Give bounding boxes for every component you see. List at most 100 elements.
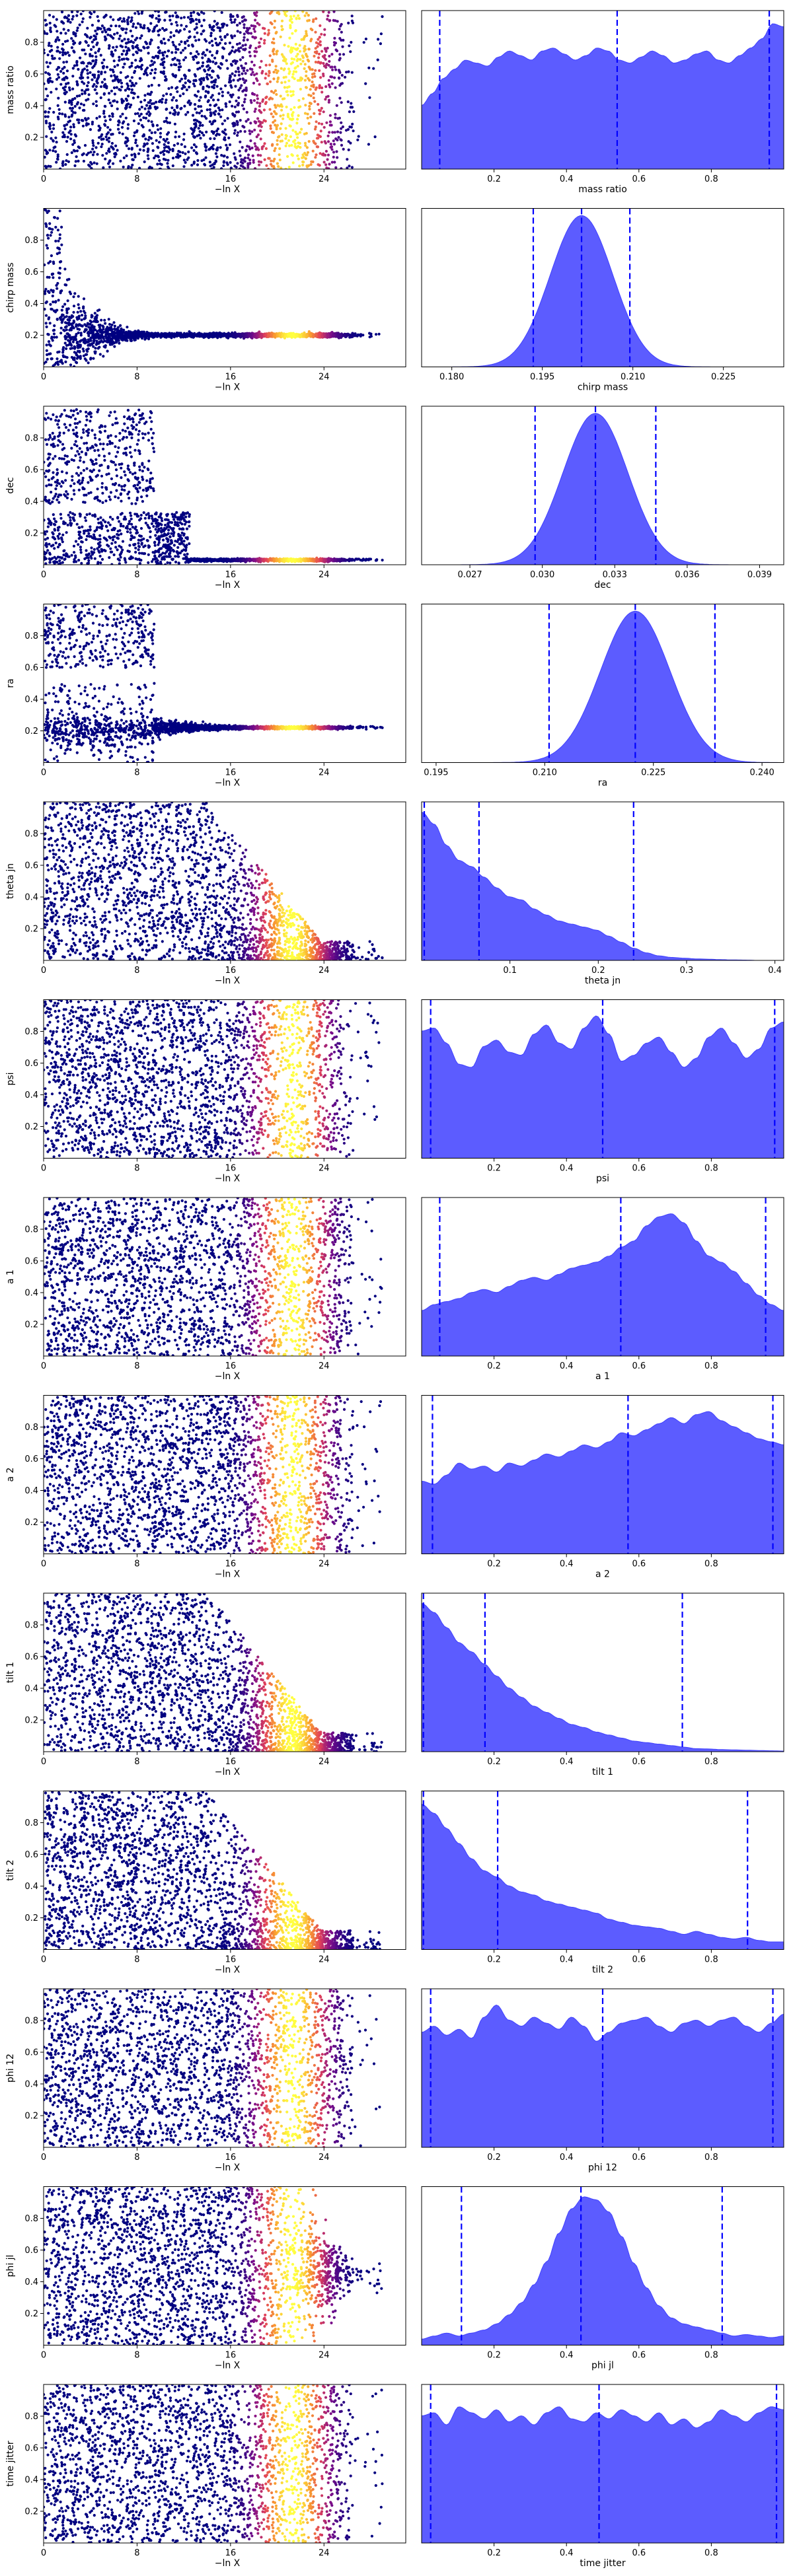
trace-point [79,546,82,549]
trace-point [61,362,64,365]
trace-point [289,90,292,93]
trace-point [59,167,62,169]
trace-point [159,127,163,130]
trace-point [130,103,133,106]
trace-point [46,290,50,293]
trace-point [139,100,143,104]
trace-point [163,143,166,146]
trace-point [346,158,349,161]
trace-point [88,164,91,168]
trace-point [253,128,256,131]
trace-point [267,28,270,32]
trace-point [107,318,110,321]
trace-point [137,65,141,69]
trace-point [334,68,338,71]
trace-point [186,110,190,114]
trace-point [223,138,227,141]
trace-point [336,130,340,133]
trace-point [146,154,149,157]
trace-point [90,162,93,166]
trace-point [341,125,345,129]
trace-point [126,84,130,88]
trace-point [259,129,262,132]
trace-point [342,53,346,56]
trace-point [67,81,70,85]
trace-point [159,131,162,135]
trace-point [67,513,70,517]
trace-point [75,61,79,64]
trace-point [95,104,98,108]
trace-point [110,141,114,145]
trace-xtick-label: 0 [41,373,46,382]
trace-point [89,326,92,330]
trace-point [75,14,79,17]
trace-point [184,161,187,164]
trace-point [236,123,239,126]
trace-point [136,22,139,25]
trace-point [65,159,68,162]
trace-point [50,254,53,258]
trace-point [54,40,57,43]
trace-point [287,165,291,169]
trace-point [231,104,234,108]
trace-point [266,82,269,86]
trace-point [291,118,295,121]
trace-point [90,343,94,346]
trace-point [179,51,182,54]
trace-point [191,114,195,117]
trace-point [238,149,241,153]
trace-point [108,159,112,162]
trace-point [110,323,114,326]
trace-point [345,71,348,74]
trace-point [96,330,99,333]
trace-point [110,341,114,344]
trace-point [94,51,97,54]
trace-point [180,17,183,20]
trace-point [252,73,256,77]
trace-point [48,149,52,152]
trace-point [134,330,137,334]
trace-point [88,61,91,65]
trace-point [324,50,328,53]
trace-point [83,341,87,345]
trace-point [126,20,130,24]
trace-point [120,85,124,89]
trace-point [307,330,311,334]
trace-point [126,123,130,126]
trace-point [310,160,313,163]
trace-point [235,334,239,337]
trace-point [221,94,224,98]
trace-point [328,120,332,124]
trace-point [57,76,61,79]
trace-point [351,21,355,24]
trace-point [123,38,126,41]
trace-point [207,64,210,67]
trace-point [289,124,292,128]
trace-point [233,164,237,168]
trace-point [163,50,167,54]
trace-point [107,27,111,30]
trace-point [194,107,197,111]
trace-point [252,161,255,164]
trace-point [66,39,69,42]
trace-point [56,444,59,447]
trace-point [133,131,136,134]
trace-point [107,472,110,476]
trace-point [239,87,242,90]
trace-point [46,54,50,57]
trace-point [273,149,276,153]
trace-point [88,343,91,346]
trace-point [146,92,149,96]
posterior-xlabel: chirp mass [578,382,628,393]
trace-point [273,334,276,337]
trace-point [268,98,271,101]
trace-point [119,71,122,74]
trace-point [174,87,178,90]
trace-point [306,112,309,116]
trace-point [94,343,98,346]
trace-point [231,15,235,18]
trace-point [44,438,48,441]
trace-point [189,52,192,55]
trace-point [338,57,342,60]
trace-point [106,332,110,336]
